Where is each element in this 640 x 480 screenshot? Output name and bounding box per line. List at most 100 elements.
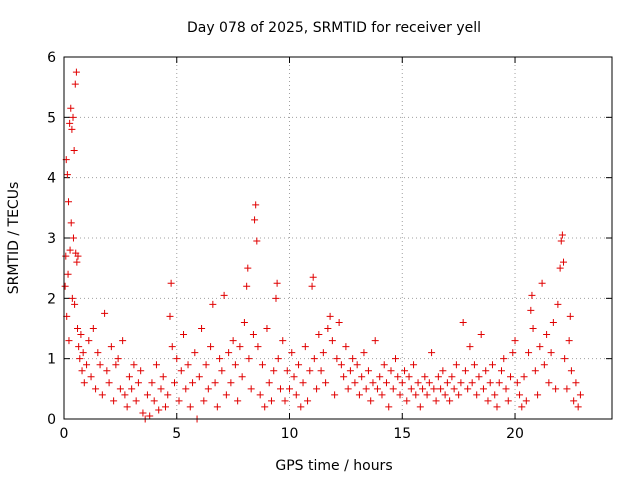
data-point — [434, 373, 442, 381]
data-point — [139, 409, 147, 417]
data-point — [175, 397, 183, 405]
data-point — [344, 385, 352, 393]
data-point — [164, 391, 172, 399]
data-point — [98, 391, 106, 399]
data-point — [353, 361, 361, 369]
data-point — [167, 279, 175, 287]
data-point — [121, 391, 129, 399]
data-point — [62, 252, 70, 260]
data-point — [448, 373, 456, 381]
data-point — [310, 355, 318, 363]
data-point — [373, 385, 381, 393]
data-point — [340, 373, 348, 381]
data-point — [77, 331, 85, 339]
data-point — [346, 367, 354, 375]
data-point — [143, 391, 151, 399]
data-point — [488, 361, 496, 369]
data-point — [234, 397, 242, 405]
data-point — [470, 361, 478, 369]
data-point — [76, 355, 84, 363]
data-point — [466, 343, 474, 351]
data-point — [134, 379, 142, 387]
data-point — [534, 391, 542, 399]
data-point — [513, 379, 521, 387]
data-point — [317, 367, 325, 375]
plot-frame — [63, 56, 613, 420]
data-point — [446, 397, 454, 405]
data-point — [423, 391, 431, 399]
data-point — [552, 385, 560, 393]
data-point — [231, 361, 239, 369]
data-point — [75, 343, 83, 351]
data-point — [238, 373, 246, 381]
data-point — [200, 397, 208, 405]
data-point — [403, 397, 411, 405]
data-point — [222, 391, 230, 399]
data-point — [410, 361, 418, 369]
data-point — [570, 397, 578, 405]
data-point — [202, 361, 210, 369]
data-point — [177, 367, 185, 375]
data-point — [527, 306, 535, 314]
data-point — [128, 385, 136, 393]
data-point — [299, 379, 307, 387]
data-point — [258, 361, 266, 369]
data-point — [414, 379, 422, 387]
data-point — [171, 379, 179, 387]
data-point — [159, 373, 167, 381]
data-point — [150, 397, 158, 405]
data-point — [204, 385, 212, 393]
data-point — [71, 300, 79, 308]
data-point — [244, 264, 252, 272]
data-point — [265, 379, 273, 387]
data-point — [263, 325, 271, 332]
data-point — [543, 331, 551, 339]
data-point — [78, 367, 86, 375]
data-point — [335, 318, 343, 326]
data-point — [479, 385, 487, 393]
data-point — [572, 379, 580, 387]
data-point — [270, 367, 278, 375]
data-point — [119, 337, 127, 345]
x-tick-label: 5 — [172, 426, 181, 442]
x-axis-label: GPS time / hours — [275, 458, 392, 474]
data-point — [180, 331, 188, 339]
data-point — [428, 349, 436, 357]
data-point — [195, 373, 203, 381]
data-point — [220, 291, 228, 299]
data-point — [358, 373, 366, 381]
data-point — [342, 343, 350, 351]
data-point — [240, 318, 248, 326]
data-point — [209, 300, 217, 308]
data-point — [92, 385, 100, 393]
data-point — [558, 231, 566, 239]
data-point — [288, 349, 296, 357]
data-point — [73, 258, 81, 266]
data-point — [364, 367, 372, 375]
data-point — [380, 361, 388, 369]
data-point — [65, 198, 73, 206]
data-point — [389, 385, 397, 393]
data-point — [394, 373, 402, 381]
data-point — [421, 373, 429, 381]
data-point — [83, 361, 91, 369]
data-point — [161, 403, 169, 411]
x-tick-label: 15 — [393, 426, 411, 442]
data-point — [112, 361, 120, 369]
data-point — [540, 361, 548, 369]
data-point — [216, 355, 224, 363]
data-point — [328, 337, 336, 345]
data-point — [461, 367, 469, 375]
data-point — [493, 403, 501, 411]
data-point — [166, 312, 174, 320]
data-point — [538, 279, 546, 287]
data-point — [324, 325, 332, 332]
data-point — [382, 379, 390, 387]
data-point — [243, 282, 251, 290]
data-point — [276, 385, 284, 393]
data-point — [545, 379, 553, 387]
data-point — [565, 337, 573, 345]
data-point — [396, 391, 404, 399]
data-point — [425, 379, 433, 387]
data-point — [137, 367, 145, 375]
